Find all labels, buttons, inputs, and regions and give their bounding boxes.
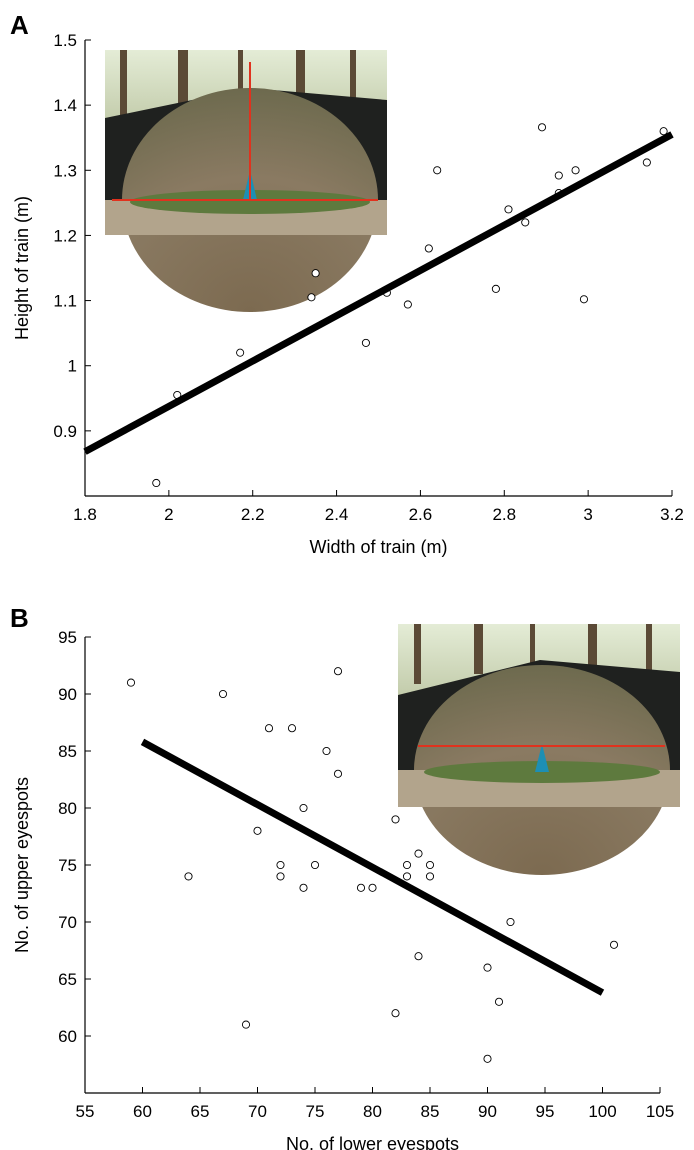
x-tick-label-a: 3.2 <box>660 505 684 524</box>
data-point-a <box>579 295 589 304</box>
x-tick-label-b: 95 <box>536 1102 555 1121</box>
data-point-a <box>433 166 442 175</box>
data-point-a <box>537 123 547 132</box>
data-point-b <box>609 940 619 949</box>
x-tick-label-a: 3 <box>583 505 592 524</box>
x-tick-label-b: 75 <box>306 1102 325 1121</box>
data-point-b <box>391 1009 400 1018</box>
data-point-b <box>425 872 435 881</box>
x-tick-label-b: 80 <box>363 1102 382 1121</box>
x-tick-label-b: 100 <box>588 1102 616 1121</box>
y-tick-label-a: 1.4 <box>53 96 77 115</box>
data-point-b <box>402 860 412 870</box>
y-tick-label-a: 1.1 <box>53 292 77 311</box>
panel-letter-a: A <box>10 10 29 40</box>
data-point-b <box>506 917 515 927</box>
y-tick-label-a: 1 <box>68 357 77 376</box>
peacock-photo-inset-a <box>105 50 387 312</box>
axes-a: 1.8 2 2.2 2.4 2.6 2.8 3 3.2 0.9 1 1.1 1.2 1.3 1.4 1.5 W… <box>12 31 684 557</box>
data-point-a <box>424 244 433 253</box>
data-point-a <box>152 478 161 488</box>
x-tick-label-a: 2.4 <box>325 505 349 524</box>
y-tick-label-a: 1.3 <box>53 161 77 180</box>
axes-b: 55 60 65 70 75 80 85 90 95 100 105 60 65 70 75 80 85 90 95… <box>12 628 674 1150</box>
y-tick-label-b: 60 <box>58 1027 77 1046</box>
x-tick-label-b: 90 <box>478 1102 497 1121</box>
panel-letter-b: B <box>10 603 29 633</box>
y-axis-label-a: Height of train (m) <box>12 196 32 340</box>
data-point-b <box>126 678 136 687</box>
x-tick-label-b: 105 <box>646 1102 674 1121</box>
regression-line-a <box>83 131 674 455</box>
data-point-a <box>361 338 370 347</box>
y-tick-label-a: 0.9 <box>53 422 77 441</box>
data-point-a <box>521 218 530 227</box>
data-point-a <box>504 205 513 214</box>
x-tick-label-a: 1.8 <box>73 505 97 524</box>
data-point-b <box>414 849 423 858</box>
data-point-b <box>333 769 343 778</box>
data-point-b <box>368 883 377 892</box>
data-point-a <box>491 284 500 293</box>
data-point-b <box>425 860 435 870</box>
data-point-b <box>483 963 492 972</box>
data-point-b <box>391 815 400 824</box>
data-point-b <box>184 872 193 881</box>
x-tick-label-b: 85 <box>421 1102 440 1121</box>
data-point-b <box>299 883 308 892</box>
regression-line-b <box>140 738 605 996</box>
peacock-photo-inset-b <box>398 624 680 875</box>
x-tick-label-b: 70 <box>248 1102 267 1121</box>
x-tick-label-a: 2.6 <box>409 505 433 524</box>
data-point-a <box>554 171 563 180</box>
data-point-b <box>287 724 297 733</box>
data-point-b <box>414 952 423 961</box>
data-point-b <box>483 1054 492 1063</box>
data-point-b <box>333 667 343 676</box>
y-tick-label-b: 70 <box>58 913 77 932</box>
data-point-b <box>276 872 285 881</box>
x-tick-label-a: 2.2 <box>241 505 265 524</box>
x-axis-label-b: No. of lower eyespots <box>286 1134 459 1150</box>
y-tick-label-b: 80 <box>58 799 77 818</box>
data-point-b <box>253 826 262 835</box>
x-tick-label-a: 2.8 <box>492 505 516 524</box>
x-tick-label-a: 2 <box>164 505 173 524</box>
y-tick-label-a: 1.5 <box>53 31 77 50</box>
data-point-b <box>299 803 308 813</box>
data-point-a <box>403 300 412 309</box>
x-tick-label-b: 65 <box>191 1102 210 1121</box>
y-tick-label-b: 85 <box>58 742 77 761</box>
y-tick-label-b: 75 <box>58 856 77 875</box>
y-tick-label-b: 95 <box>58 628 77 647</box>
x-tick-label-b: 55 <box>76 1102 95 1121</box>
data-point-a <box>571 166 580 175</box>
data-point-b <box>241 1020 251 1029</box>
data-point-b <box>218 689 228 699</box>
data-point-a <box>311 269 320 278</box>
data-point-a <box>307 293 316 302</box>
data-point-a <box>642 158 651 167</box>
y-tick-label-a: 1.2 <box>53 226 77 245</box>
y-axis-label-b: No. of upper eyespots <box>12 777 32 953</box>
panel-a: A 1.8 2 2.2 2.4 2.6 2.8 3 3.20.911.11.21.31.41.… <box>10 10 684 557</box>
data-point-b <box>402 872 412 881</box>
data-point-a <box>236 348 245 357</box>
data-point-b <box>276 860 285 870</box>
panel-b: B 55 60 65 70 75 80 85 90 95 100 105 60 65 70 75 80 85 90… <box>10 603 680 1150</box>
y-tick-label-b: 90 <box>58 685 77 704</box>
data-point-b <box>494 997 504 1006</box>
y-tick-label-b: 65 <box>58 970 77 989</box>
data-point-b <box>264 724 274 733</box>
x-axis-label-a: Width of train (m) <box>309 537 447 557</box>
data-point-b <box>322 746 331 756</box>
data-point-b <box>356 883 366 892</box>
x-tick-label-b: 60 <box>133 1102 152 1121</box>
data-point-a <box>659 127 668 136</box>
data-point-b <box>310 860 320 870</box>
